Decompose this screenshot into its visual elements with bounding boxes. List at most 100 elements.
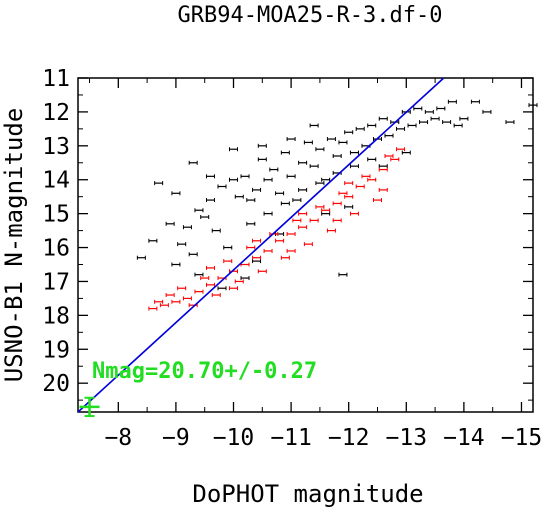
x-tick-label: −13	[386, 425, 428, 451]
y-tick-label: 20	[42, 371, 70, 397]
data-point	[338, 191, 348, 196]
x-tick-label: −15	[501, 425, 543, 451]
plot-frame	[77, 77, 534, 413]
x-tick-labels: −8 −9 −10 −11 −12 −13 −14 −15	[104, 425, 542, 451]
data-point	[182, 225, 192, 230]
data-point	[401, 150, 411, 155]
data-point	[338, 140, 348, 145]
data-point	[321, 211, 331, 216]
data-point	[182, 296, 192, 301]
data-point	[315, 147, 325, 152]
data-point	[482, 109, 492, 114]
data-point	[315, 204, 325, 209]
data-point	[263, 211, 273, 216]
data-point	[177, 242, 187, 247]
data-point	[396, 147, 406, 152]
data-point	[211, 228, 221, 233]
data-point	[396, 126, 406, 131]
data-point	[430, 116, 440, 121]
data-point	[349, 164, 359, 169]
data-point	[194, 208, 204, 213]
data-point	[326, 137, 336, 142]
data-point	[344, 130, 354, 135]
data-point	[205, 174, 215, 179]
data-point	[148, 306, 158, 311]
data-point	[223, 259, 233, 264]
data-point	[286, 137, 296, 142]
y-tick-label: 18	[42, 303, 70, 329]
data-point	[349, 211, 359, 216]
data-point	[280, 201, 290, 206]
data-point	[257, 157, 267, 162]
data-point	[246, 198, 256, 203]
data-point	[355, 184, 365, 189]
data-point	[505, 120, 515, 125]
data-point	[211, 293, 221, 298]
y-tick-label: 12	[42, 100, 70, 126]
data-point	[217, 286, 227, 291]
data-point	[326, 228, 336, 233]
data-point	[442, 120, 452, 125]
data-points	[136, 99, 538, 311]
data-point	[367, 157, 377, 162]
data-point	[298, 225, 308, 230]
data-point	[205, 198, 215, 203]
data-point	[332, 153, 342, 158]
data-point	[188, 160, 198, 165]
data-point	[309, 123, 319, 128]
data-point	[217, 184, 227, 189]
data-point	[194, 289, 204, 294]
data-point	[361, 174, 371, 179]
x-tick-label: −12	[328, 425, 370, 451]
data-point	[252, 238, 262, 243]
data-point	[355, 126, 365, 131]
data-point	[286, 174, 296, 179]
data-point	[257, 269, 267, 274]
y-tick-label: 17	[42, 269, 70, 295]
data-point	[303, 140, 313, 145]
chart-title: GRB94-MOA25-R-3.df-0	[178, 3, 443, 28]
y-tick-label: 16	[42, 236, 70, 262]
data-point	[280, 150, 290, 155]
plot-area: Nmag=20.70+/-0.27	[77, 77, 538, 418]
data-point	[177, 286, 187, 291]
data-point	[240, 276, 250, 281]
data-point	[200, 276, 210, 281]
y-tick-label: 13	[42, 134, 70, 160]
data-point	[205, 282, 215, 287]
data-point	[424, 109, 434, 114]
data-point	[171, 299, 181, 304]
data-point	[234, 194, 244, 199]
y-axis-label: USNO-B1 N-magnitude	[0, 108, 28, 383]
data-point	[286, 248, 296, 253]
data-point	[275, 238, 285, 243]
data-point	[309, 164, 319, 169]
x-tick-label: −9	[162, 425, 190, 451]
data-point	[205, 265, 215, 270]
data-point	[413, 106, 423, 111]
data-point	[378, 164, 388, 169]
data-point	[292, 198, 302, 203]
x-axis-label: DoPHOT magnitude	[192, 480, 423, 508]
data-point	[252, 259, 262, 264]
data-point	[436, 106, 446, 111]
data-point	[332, 218, 342, 223]
data-point	[292, 218, 302, 223]
data-point	[246, 245, 256, 250]
data-point	[188, 252, 198, 257]
data-point	[349, 150, 359, 155]
data-point	[165, 293, 175, 298]
data-point	[269, 167, 279, 172]
data-point	[280, 255, 290, 260]
data-point	[384, 133, 394, 138]
data-point	[263, 177, 273, 182]
data-point	[378, 116, 388, 121]
x-tick-label: −14	[443, 425, 485, 451]
data-point	[252, 255, 262, 260]
data-point	[367, 177, 377, 182]
data-point	[321, 208, 331, 213]
y-tick-label: 15	[42, 202, 70, 228]
y-tick-label: 11	[42, 66, 70, 92]
data-point	[234, 279, 244, 284]
